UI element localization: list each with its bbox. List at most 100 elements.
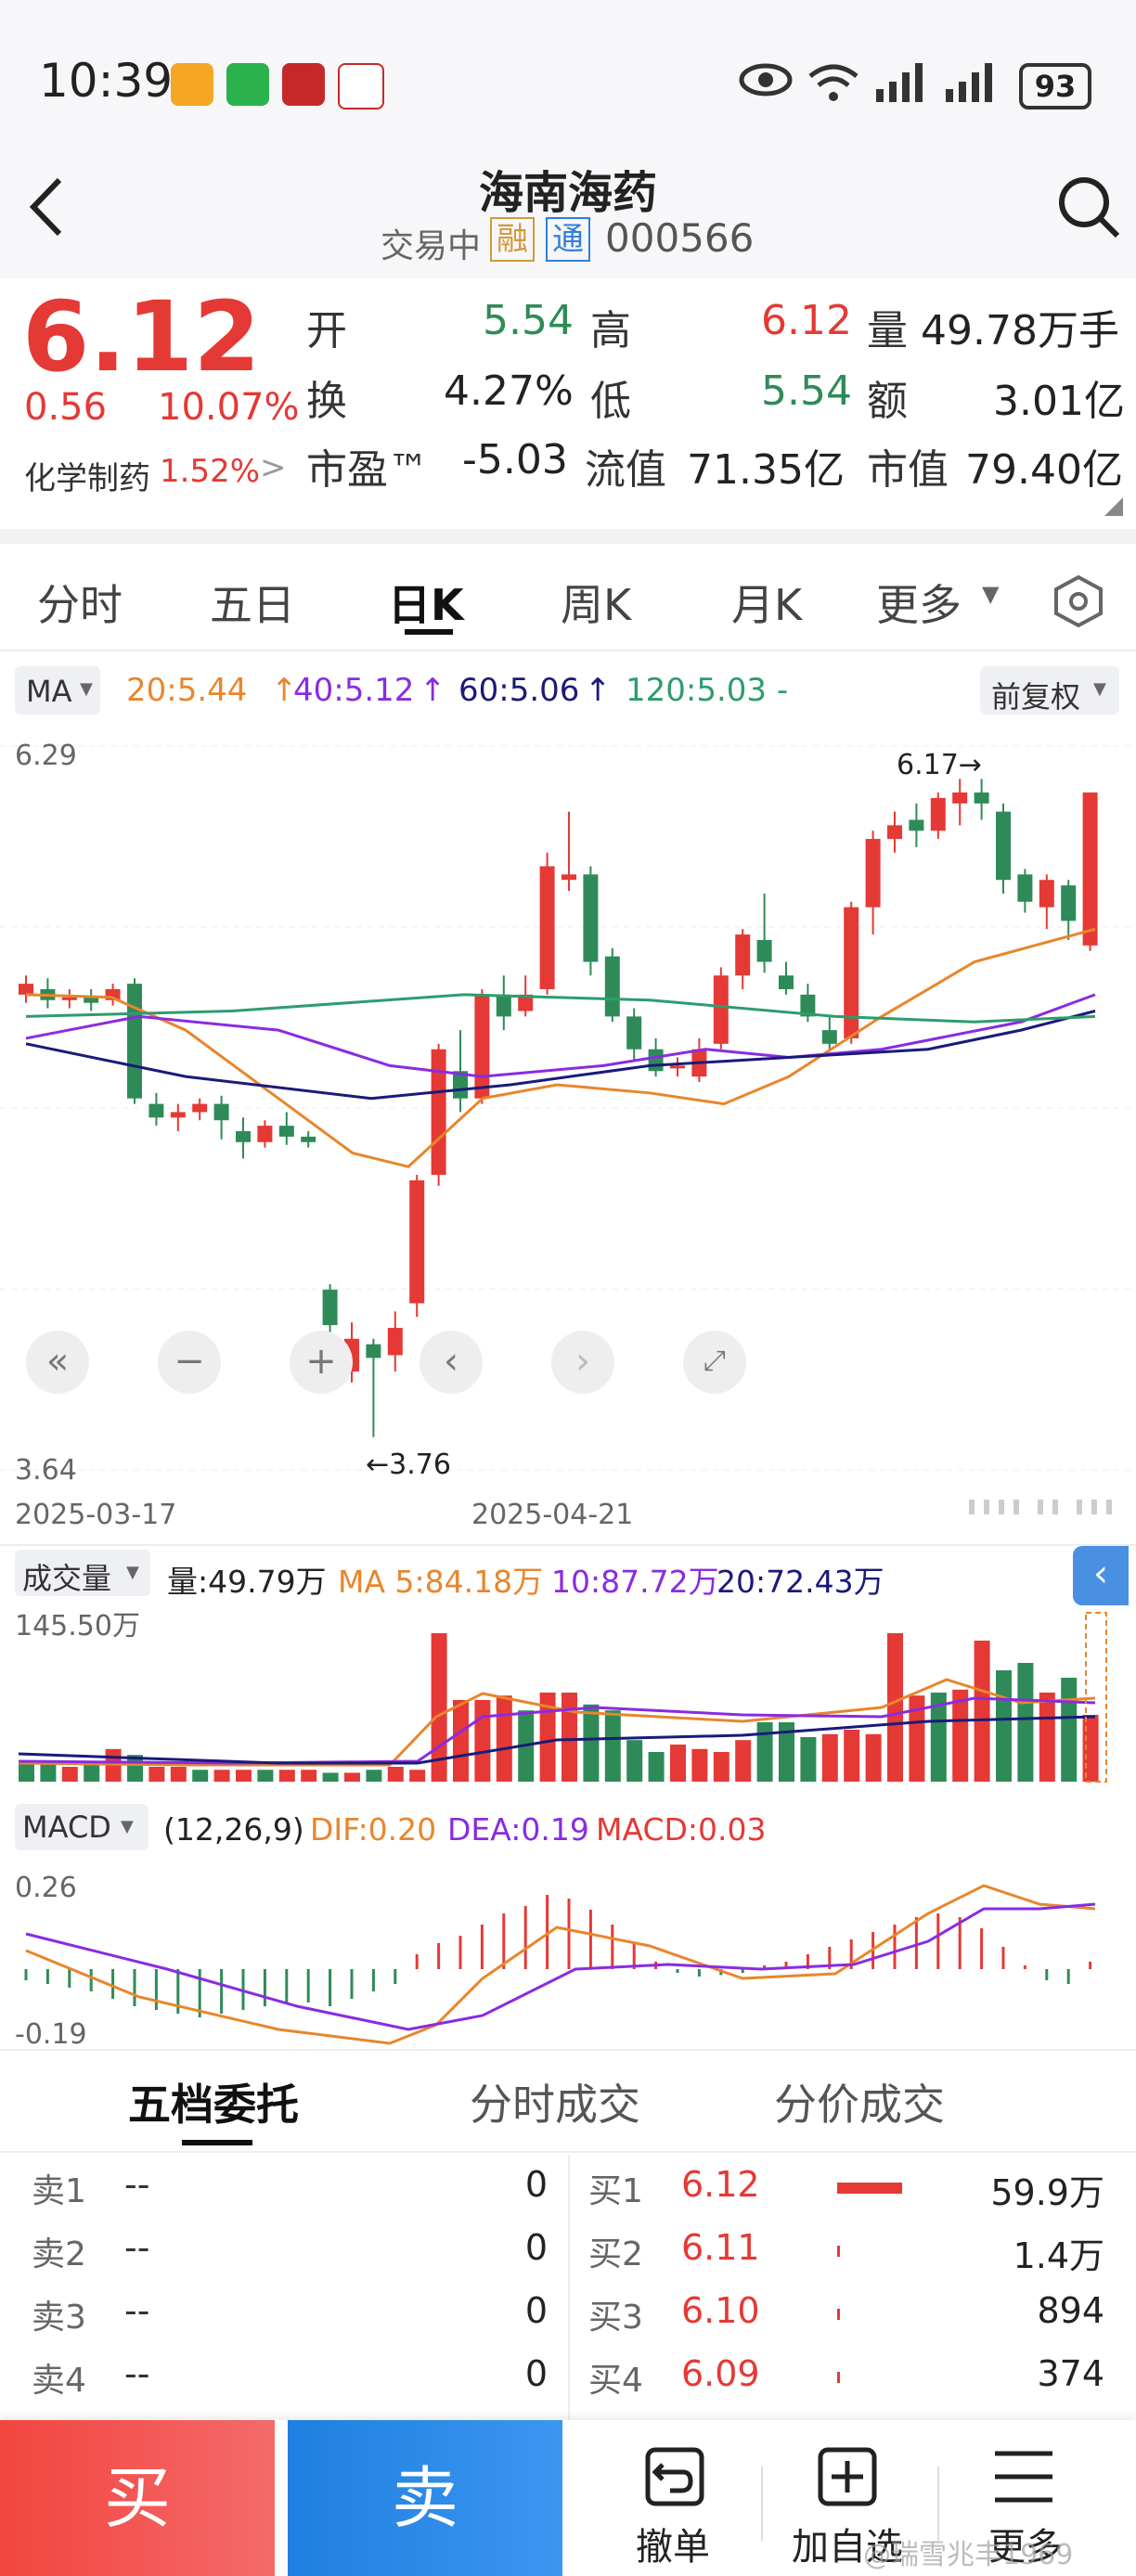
macd-selector-caret-icon: ▼ (121, 1817, 134, 1836)
ma20-value: 20:5.44 (126, 672, 248, 709)
sell-level-price: -- (124, 2164, 150, 2205)
adjust-label: 前复权 (991, 679, 1081, 715)
tab-price-trades[interactable]: 分价成交 (774, 2080, 945, 2130)
back-arrow-icon[interactable] (24, 174, 71, 239)
sell-level-label: 卖4 (32, 2362, 86, 2400)
kline-date-start: 2025-03-17 (15, 1499, 176, 1531)
tab-intraday[interactable]: 分时 (37, 580, 123, 630)
macd-chart[interactable]: 0.26 -0.19 (0, 1858, 1136, 2049)
status-time: 10:39 (39, 54, 174, 108)
amount-value: 3.01亿 (993, 378, 1125, 425)
buy-level-label: 买1 (588, 2172, 643, 2210)
search-icon[interactable] (1056, 174, 1121, 239)
more-button[interactable]: 更多 (988, 2526, 1063, 2569)
menu-icon[interactable] (991, 2446, 1056, 2507)
undo-order-icon[interactable] (642, 2444, 707, 2509)
stock-code: 000566 (605, 215, 755, 261)
volume-value: 49.78万手 (921, 307, 1119, 354)
study-app-icon (282, 63, 325, 106)
quote-panel: 6.12 0.56 10.07% 化学制药 1.52% > 开 5.54 高 6… (0, 278, 1136, 529)
buy-level-bar (837, 2183, 902, 2194)
cancel-order-button[interactable]: 撤单 (636, 2526, 710, 2569)
sell-level-volume: 0 (524, 2164, 548, 2205)
wechat-app-icon (226, 63, 269, 106)
tab-active-indicator (405, 629, 453, 635)
buy-button[interactable]: 买 (0, 2420, 275, 2576)
bank-app-icon (338, 63, 384, 109)
collapse-panel-icon[interactable]: ‹ (1073, 1546, 1129, 1605)
tab-more[interactable]: 更多 (876, 580, 962, 630)
volume-ma5: MA 5:84.18万 (338, 1564, 544, 1600)
watermark-text: @瑞雪兆丰1969 (863, 2539, 1074, 2571)
price-change-pct: 10.07% (158, 386, 300, 429)
buy-level-bar (837, 2246, 840, 2257)
ma20-up-icon: ↑ (271, 672, 298, 709)
signal-icon-1 (876, 63, 923, 102)
open-value: 5.54 (483, 297, 574, 344)
macd-selector-label: MACD (22, 1810, 111, 1845)
sector-name[interactable]: 化学制药 (24, 460, 150, 497)
tab-time-trades[interactable]: 分时成交 (470, 2080, 640, 2130)
sell-button[interactable]: 卖 (288, 2420, 562, 2576)
divider (761, 2467, 763, 2541)
trading-status: 交易中 (381, 227, 482, 265)
signal-icon-2 (946, 63, 992, 102)
scroll-left-fast-icon[interactable]: « (26, 1331, 89, 1394)
tab-daily-k[interactable]: 日K (388, 580, 464, 630)
kline-chart[interactable]: 6.29 3.64 6.17→ ←3.76 2025-03-17 2025-04… (0, 728, 1136, 1544)
buy-level-bar (837, 2372, 840, 2383)
volume-selector[interactable]: 成交量 ▼ (15, 1550, 150, 1596)
volume-ma20: 20:72.43万 (716, 1564, 884, 1600)
tab-monthly-k[interactable]: 月K (731, 580, 803, 630)
sell-level-volume: 0 (524, 2290, 548, 2331)
high-label: 高 (590, 307, 631, 354)
scroll-left-icon[interactable]: ‹ (420, 1331, 483, 1394)
header: 海南海药 交易中 融 通 000566 (0, 139, 1136, 278)
amount-label: 额 (867, 378, 908, 425)
ma60-value: 60:5.06 (458, 672, 580, 709)
scroll-right-icon[interactable]: › (551, 1331, 614, 1394)
macd-selector[interactable]: MACD ▼ (15, 1804, 148, 1850)
settings-hexagon-icon[interactable] (1051, 573, 1106, 629)
sell-level-label: 卖2 (32, 2235, 86, 2273)
kline-date-mid: 2025-04-21 (471, 1499, 633, 1531)
ma40-up-icon: ↑ (420, 672, 446, 709)
divider (0, 2151, 1136, 2153)
buy-level-price: 6.12 (681, 2164, 760, 2205)
sector-pct[interactable]: 1.52% (160, 453, 261, 490)
macd-dif: DIF:0.20 (310, 1811, 437, 1848)
add-watchlist-button[interactable]: 加自选 (792, 2526, 903, 2569)
corner-triangle-icon (1104, 497, 1123, 516)
margin-badge: 融 (490, 217, 535, 262)
tab-weekly-k[interactable]: 周K (561, 580, 632, 630)
tab-order-book[interactable]: 五档委托 (128, 2080, 299, 2130)
volume-chart[interactable]: 145.50万 (0, 1605, 1136, 1791)
add-watchlist-icon[interactable] (815, 2444, 880, 2509)
ma-selector-caret-icon: ▼ (80, 679, 93, 699)
zoom-in-icon[interactable]: + (290, 1331, 353, 1394)
sector-chevron-icon[interactable]: > (260, 449, 287, 486)
adjust-caret-icon: ▼ (1093, 679, 1106, 699)
order-tab-indicator (182, 2140, 252, 2145)
fullscreen-icon[interactable]: ⤢ (683, 1331, 746, 1394)
zoom-out-icon[interactable]: − (158, 1331, 221, 1394)
tab-five-day[interactable]: 五日 (210, 580, 295, 630)
divider (0, 529, 1136, 544)
buy-level-volume: 1.4万 (1013, 2235, 1104, 2276)
divider (0, 650, 1136, 651)
market-cap-label: 市值 (867, 446, 949, 494)
sell-level-price: -- (124, 2227, 150, 2268)
buy-level-volume: 894 (1037, 2290, 1104, 2331)
sell-level-price: -- (124, 2290, 150, 2331)
macd-y-top: 0.26 (15, 1872, 77, 1904)
period-tabs: 分时 五日 日K 周K 月K 更多 ▼ (0, 544, 1136, 646)
divider (0, 1544, 1136, 1546)
ma-bar: MA ▼ 20:5.44 ↑ 40:5.12 ↑ 60:5.06 ↑ 120:5… (0, 653, 1136, 728)
pe-label: 市盈™ (306, 446, 429, 494)
buy-level-label: 买4 (588, 2362, 643, 2400)
adjust-selector[interactable]: 前复权 ▼ (980, 666, 1119, 715)
ma-selector[interactable]: MA ▼ (15, 666, 100, 715)
volume-highlight-box (1085, 1612, 1107, 1783)
ma40-value: 40:5.12 (293, 672, 415, 709)
tab-more-caret-icon[interactable]: ▼ (982, 581, 1000, 607)
